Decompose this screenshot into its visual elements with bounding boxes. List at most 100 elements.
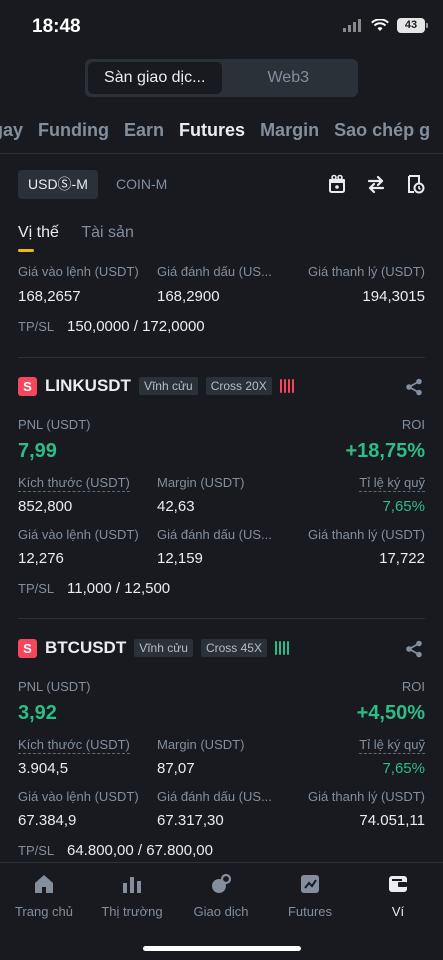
symbol-row: S BTCUSDT Vĩnh cửu Cross 45X [18, 638, 289, 658]
margin-ratio-value: 7,65% [382, 498, 425, 515]
perpetual-tag: Vĩnh cửu [134, 639, 193, 657]
bottom-nav: Trang chủ Thị trường Giao dịch Futures V… [0, 862, 443, 960]
wallet-icon [389, 876, 407, 892]
roi-value: +18,75% [345, 440, 425, 462]
divider [18, 357, 425, 358]
mark-price: 67.317,30 [157, 812, 224, 829]
liq-price-label: Giá thanh lý (USDT) [307, 527, 425, 542]
roi-label: ROI [401, 679, 425, 694]
perpetual-tag: Vĩnh cửu [138, 377, 198, 395]
contract-type-row: USDⓈ-M COIN-M [18, 170, 425, 200]
short-badge: S [18, 638, 37, 658]
size-label[interactable]: Kích thước (USDT) [18, 475, 130, 492]
nav-wallet[interactable]: Ví [354, 873, 442, 919]
margin-ratio-label[interactable]: Tỉ lệ ký quỹ [359, 737, 425, 754]
symbol-name[interactable]: LINKUSDT [45, 376, 131, 395]
top-tabs: gay Funding Earn Futures Margin Sao chép… [0, 108, 443, 154]
status-bar: 18:48 43 [0, 0, 443, 54]
nav-label: Giao dịch [193, 904, 249, 919]
margin-value: 87,07 [157, 760, 195, 777]
market-icon [123, 877, 141, 893]
mark-price: 12,159 [157, 550, 203, 567]
nav-home[interactable]: Trang chủ [0, 873, 88, 919]
leverage-tag[interactable]: Cross 45X [200, 639, 267, 657]
entry-price: 67.384,9 [18, 812, 77, 829]
toolbar-icons [327, 174, 425, 194]
mark-price: 168,2900 [157, 288, 220, 305]
tpsl-value[interactable]: 11,000 / 12,500 [67, 580, 171, 597]
liq-price-label: Giá thanh lý (USDT) [307, 789, 425, 804]
nav-label: Trang chủ [14, 904, 74, 919]
share-icon[interactable] [405, 378, 423, 396]
margin-label: Margin (USDT) [157, 475, 245, 490]
risk-signal-icon [274, 641, 289, 655]
tab-funding[interactable]: Funding [38, 120, 110, 140]
coin-m-button[interactable]: COIN-M [116, 176, 168, 192]
nav-futures[interactable]: Futures [266, 873, 354, 919]
divider [18, 618, 425, 619]
entry-price: 12,276 [18, 550, 64, 567]
symbol-name[interactable]: BTCUSDT [45, 638, 127, 657]
home-indicator [143, 946, 301, 951]
segment-web3[interactable]: Web3 [267, 69, 309, 86]
margin-value: 42,63 [157, 498, 195, 515]
margin-label: Margin (USDT) [157, 737, 245, 752]
history-icon[interactable] [405, 174, 425, 194]
liq-price: 17,722 [379, 550, 425, 567]
margin-ratio-value: 7,65% [382, 760, 425, 777]
tpsl-label: TP/SL [18, 319, 55, 334]
pnl-label: PNL (USDT) [18, 417, 91, 432]
tab-futures[interactable]: Futures [179, 120, 246, 140]
entry-price-label: Giá vào lệnh (USDT) [18, 264, 139, 279]
roi-value: +4,50% [356, 702, 425, 724]
tpsl-value[interactable]: 64.800,00 / 67.800,00 [67, 842, 213, 859]
trade-icon [212, 873, 232, 893]
size-label[interactable]: Kích thước (USDT) [18, 737, 130, 754]
size-value: 852,800 [18, 498, 73, 515]
mark-price-label: Giá đánh dấu (US... [157, 527, 272, 542]
pnl-value: 7,99 [18, 440, 57, 462]
tpsl-label: TP/SL [18, 581, 55, 596]
tpsl-label: TP/SL [18, 843, 55, 858]
nav-label: Futures [287, 904, 333, 919]
exchange-web3-switch: Sàn giao dịc... Web3 [85, 59, 358, 97]
liq-price: 74.051,11 [359, 812, 425, 829]
roi-label: ROI [401, 417, 425, 432]
futures-icon [301, 875, 319, 893]
signal-icon [343, 19, 361, 32]
tab-earn[interactable]: Earn [124, 120, 165, 140]
tab-copy-trading[interactable]: Sao chép g [334, 120, 431, 140]
pnl-label: PNL (USDT) [18, 679, 91, 694]
tab-margin[interactable]: Margin [260, 120, 320, 140]
mark-price-label: Giá đánh dấu (US... [157, 264, 272, 279]
usds-m-button[interactable]: USDⓈ-M [18, 170, 98, 199]
position-tabs: Vị thế Tài sản [18, 224, 152, 252]
symbol-row: S LINKUSDT Vĩnh cửu Cross 20X [18, 376, 294, 396]
short-badge: S [18, 376, 37, 396]
leverage-tag[interactable]: Cross 20X [205, 377, 272, 395]
status-icons: 43 [343, 18, 428, 33]
size-value: 3.904,5 [18, 760, 69, 777]
tab-assets[interactable]: Tài sản [81, 224, 134, 241]
entry-price-label: Giá vào lệnh (USDT) [18, 527, 139, 542]
gift-icon[interactable] [327, 174, 347, 194]
share-icon[interactable] [405, 640, 423, 658]
battery-icon: 43 [397, 18, 428, 33]
tab-gay[interactable]: gay [0, 120, 24, 140]
nav-label: Ví [391, 904, 405, 919]
segment-exchange[interactable]: Sàn giao dịc... [88, 62, 222, 94]
nav-markets[interactable]: Thị trường [88, 873, 176, 919]
entry-price-label: Giá vào lệnh (USDT) [18, 789, 139, 804]
liq-price-label: Giá thanh lý (USDT) [307, 264, 425, 279]
wifi-icon [371, 19, 389, 31]
tab-positions[interactable]: Vị thế [18, 224, 59, 252]
tpsl-value[interactable]: 150,0000 / 172,0000 [67, 318, 205, 335]
liq-price: 194,3015 [362, 288, 425, 305]
nav-label: Thị trường [101, 904, 163, 919]
entry-price: 168,2657 [18, 288, 81, 305]
margin-ratio-label[interactable]: Tỉ lệ ký quỹ [359, 475, 425, 492]
home-icon [35, 875, 53, 893]
pnl-value: 3,92 [18, 702, 57, 724]
transfer-icon[interactable] [366, 174, 386, 194]
nav-trade[interactable]: Giao dịch [177, 873, 265, 919]
